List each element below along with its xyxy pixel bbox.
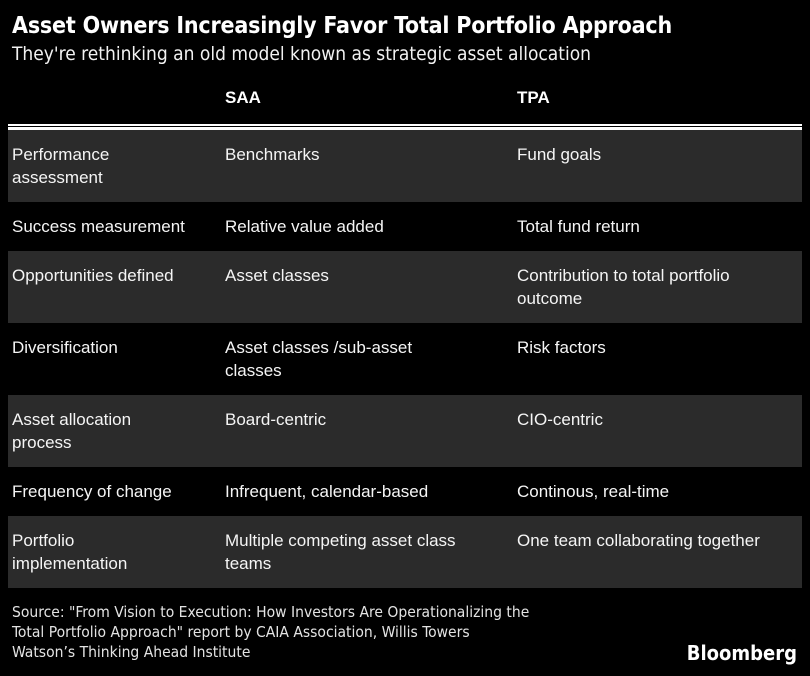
row-label-cell: Performance assessment	[12, 145, 110, 187]
saa-cell: Infrequent, calendar-based	[225, 482, 429, 501]
table-row: Performance assessment Benchmarks Fund g…	[8, 130, 802, 202]
row-label-cell: Diversification	[12, 338, 118, 357]
row-label-cell: Opportunities defined	[12, 266, 174, 285]
column-header-tpa: TPA	[517, 88, 550, 107]
source-note: Source: "From Vision to Execution: How I…	[12, 603, 530, 661]
tpa-cell: Contribution to total portfolio outcome	[517, 266, 730, 308]
row-label-cell: Success measurement	[12, 217, 185, 236]
bloomberg-logo: Bloomberg	[686, 641, 797, 665]
row-label-cell: Asset allocation process	[12, 410, 132, 452]
header-rule	[8, 124, 802, 130]
saa-cell: Asset classes	[225, 266, 329, 285]
page-subtitle: They're rethinking an old model known as…	[12, 43, 592, 65]
table-row: Asset allocation process Board-centric C…	[8, 395, 802, 467]
comparison-table: SAA TPA Performance assessment Benchmark…	[8, 88, 802, 588]
saa-cell: Benchmarks	[225, 145, 320, 164]
page-title: Asset Owners Increasingly Favor Total Po…	[12, 13, 673, 39]
column-header-saa: SAA	[225, 88, 261, 107]
tpa-cell: Total fund return	[517, 217, 640, 236]
saa-cell: Asset classes /sub-asset classes	[225, 338, 413, 380]
saa-cell: Board-centric	[225, 410, 327, 429]
table-row: Diversification Asset classes /sub-asset…	[8, 323, 802, 395]
tpa-cell: Risk factors	[517, 338, 606, 357]
table-row: Portfolio implementation Multiple compet…	[8, 516, 802, 588]
title-block: Asset Owners Increasingly Favor Total Po…	[0, 0, 810, 66]
table-row: Frequency of change Infrequent, calendar…	[8, 467, 802, 516]
table-row: Opportunities defined Asset classes Cont…	[8, 251, 802, 323]
row-label-cell: Portfolio implementation	[12, 531, 128, 573]
column-header-blank	[8, 88, 225, 108]
saa-cell: Relative value added	[225, 217, 384, 236]
table-header-row: SAA TPA	[8, 88, 802, 124]
table-row: Success measurement Relative value added…	[8, 202, 802, 251]
tpa-cell: Fund goals	[517, 145, 602, 164]
saa-cell: Multiple competing asset class teams	[225, 531, 456, 573]
tpa-cell: CIO-centric	[517, 410, 603, 429]
row-label-cell: Frequency of change	[12, 482, 172, 501]
tpa-cell: Continous, real-time	[517, 482, 670, 501]
tpa-cell: One team collaborating together	[517, 531, 760, 550]
